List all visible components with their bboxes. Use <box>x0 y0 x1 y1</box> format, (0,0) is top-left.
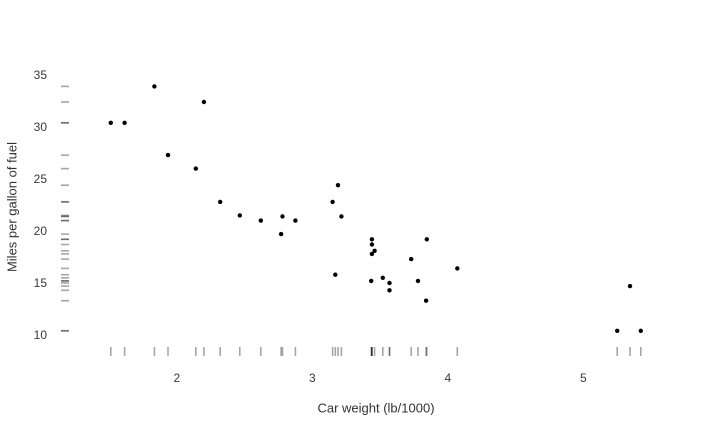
data-point <box>218 199 223 205</box>
data-point <box>423 298 429 303</box>
x-tick-label: 5 <box>580 371 587 385</box>
data-point <box>372 248 377 253</box>
data-point <box>455 266 460 271</box>
x-tick-label: 2 <box>173 371 180 385</box>
data-point <box>339 214 344 219</box>
data-point <box>387 280 392 286</box>
y-axis-title: Miles per gallon of fuel <box>4 141 20 273</box>
data-point <box>424 237 429 242</box>
data-point <box>152 84 157 89</box>
data-point <box>108 120 114 126</box>
y-tick-label: 25 <box>34 172 48 186</box>
data-point <box>369 237 375 242</box>
data-point <box>280 214 285 219</box>
data-point <box>278 231 284 237</box>
data-point <box>330 199 335 205</box>
data-point <box>387 288 392 293</box>
data-point <box>258 218 263 223</box>
y-tick-label: 35 <box>34 68 48 82</box>
data-point <box>415 278 421 284</box>
data-point <box>369 278 374 284</box>
data-point <box>369 251 375 257</box>
data-point <box>193 166 198 171</box>
data-point <box>615 328 620 333</box>
data-point <box>237 213 242 218</box>
y-tick-label: 30 <box>34 120 48 134</box>
data-point <box>409 256 414 262</box>
y-tick-label: 10 <box>34 328 48 342</box>
data-point <box>293 218 298 223</box>
data-point <box>638 328 643 333</box>
data-point <box>335 183 341 188</box>
x-tick-label: 4 <box>444 371 451 385</box>
y-tick-label: 20 <box>34 224 48 238</box>
data-point <box>627 283 633 289</box>
x-axis-title: Car weight (lb/1000) <box>317 400 435 416</box>
data-point <box>165 152 171 158</box>
y-tick-label: 15 <box>34 276 48 290</box>
data-point <box>380 275 385 280</box>
data-point <box>201 99 207 105</box>
data-point <box>122 120 127 126</box>
x-tick-label: 3 <box>309 371 316 385</box>
data-point <box>333 272 338 277</box>
data-point <box>369 242 375 247</box>
